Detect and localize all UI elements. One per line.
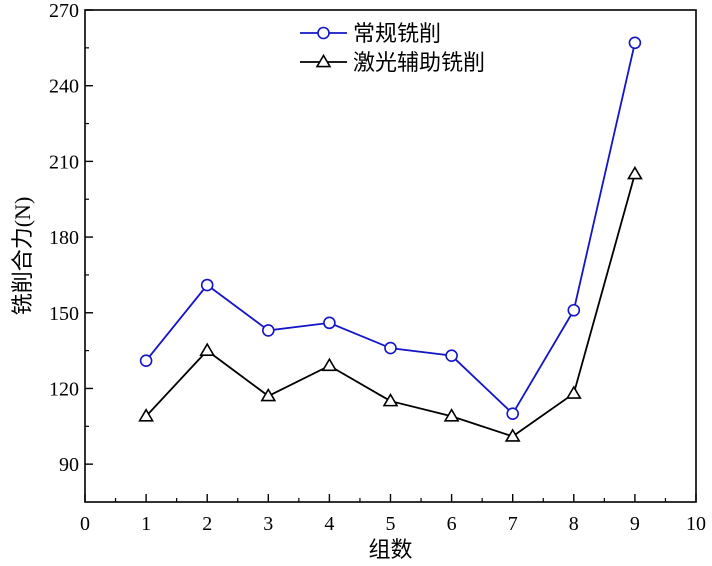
series-1: [139, 36, 642, 420]
y-axis-label: 铣削合力(N): [10, 197, 35, 316]
data-point: [321, 357, 338, 372]
data-point: [261, 324, 275, 337]
data-point: [139, 354, 153, 368]
x-tick-label: 2: [202, 513, 212, 535]
data-point: [323, 316, 336, 330]
x-tick-label: 3: [263, 513, 273, 535]
legend-marker: [317, 26, 330, 40]
series-line: [145, 42, 636, 416]
data-point: [138, 408, 154, 422]
data-point: [382, 392, 399, 407]
data-point: [200, 278, 214, 292]
legend-marker: [315, 53, 332, 68]
x-tick-label: 9: [630, 513, 640, 535]
y-tick-label: 240: [49, 76, 79, 98]
x-tick-label: 10: [686, 513, 706, 535]
data-point: [567, 303, 581, 317]
y-tick-label: 270: [49, 0, 79, 22]
data-point: [504, 428, 521, 442]
y-tick-label: 120: [49, 378, 79, 400]
legend-label: 激光辅助铣削: [353, 50, 485, 75]
y-tick-label: 150: [49, 303, 79, 325]
x-tick-label: 0: [80, 513, 90, 535]
y-tick-label: 180: [49, 227, 79, 249]
data-point: [628, 36, 642, 50]
x-tick-label: 8: [569, 513, 579, 535]
x-tick-label: 7: [508, 513, 518, 535]
plot-frame: [84, 9, 697, 503]
series-2: [138, 165, 643, 442]
y-tick-label: 210: [49, 151, 79, 173]
x-tick-label: 1: [141, 513, 151, 535]
axis-ticks: 0 1 2 3 4 5 6 7 8 9 10 90 120 150 180 210 240 270: [49, 0, 706, 535]
x-tick-label: 6: [447, 513, 457, 535]
data-point: [506, 407, 520, 420]
series-layer: [138, 36, 643, 442]
data-point: [445, 349, 458, 362]
data-point: [565, 385, 582, 399]
data-point: [627, 165, 643, 180]
data-point: [199, 342, 216, 356]
data-point: [443, 408, 460, 422]
x-tick-label: 4: [324, 513, 334, 535]
x-tick-label: 5: [386, 513, 396, 535]
y-tick-label: 90: [59, 454, 79, 476]
x-axis-label: 组数: [368, 537, 412, 562]
data-point: [384, 341, 397, 355]
data-point: [260, 387, 277, 402]
legend-label: 常规铣削: [353, 21, 441, 46]
